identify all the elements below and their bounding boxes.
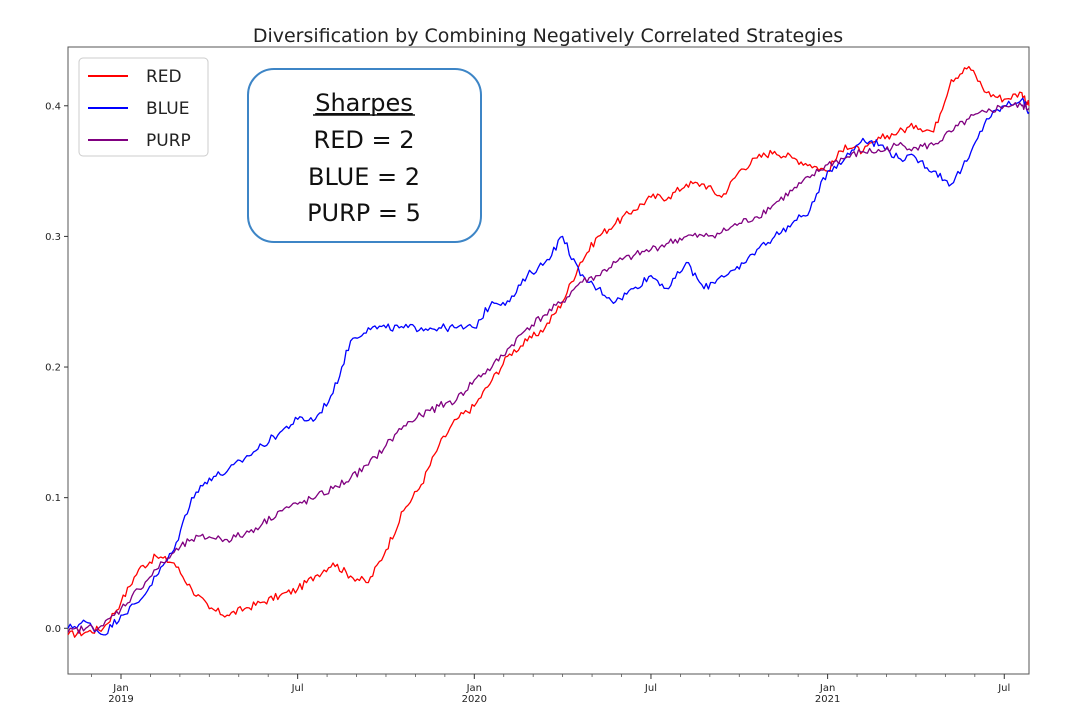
y-axis: 0.0 0.1 0.2 0.3 0.4 [45,101,68,635]
x-tick-label: Jul [291,683,304,694]
annotation-line-red: RED = 2 [314,126,415,154]
x-tick-label: Jan [466,683,482,694]
y-tick-label: 0.3 [45,232,61,243]
legend-label-red: RED [146,67,182,87]
series-line-purp [67,102,1030,634]
x-tick-label: Jul [644,683,657,694]
x-tick-year-label: 2019 [108,694,133,705]
series-layer [67,65,1030,638]
legend: RED BLUE PURP [78,57,209,157]
legend-label-purp: PURP [146,131,191,151]
x-tick-label: Jul [997,683,1010,694]
y-tick-label: 0.2 [45,363,61,374]
chart-title: Diversification by Combining Negatively … [253,25,843,47]
x-tick-label: Jan [819,683,835,694]
sharpes-annotation-box: Sharpes RED = 2 BLUE = 2 PURP = 5 [247,68,482,243]
legend-frame [78,57,209,157]
annotation-heading: Sharpes [315,89,413,117]
annotation-line-blue: BLUE = 2 [308,163,420,191]
x-tick-label: Jan [112,683,128,694]
y-tick-label: 0.1 [45,493,61,504]
x-tick-year-label: 2020 [462,694,487,705]
legend-label-blue: BLUE [146,99,189,119]
x-tick-year-label: 2021 [815,694,840,705]
series-line-red [67,65,1030,638]
annotation-frame [247,68,482,243]
series-line-blue [67,97,1030,636]
y-tick-label: 0.0 [45,624,61,635]
plot-area [67,46,1030,675]
y-tick-label: 0.4 [45,101,61,112]
annotation-line-purp: PURP = 5 [307,199,421,227]
